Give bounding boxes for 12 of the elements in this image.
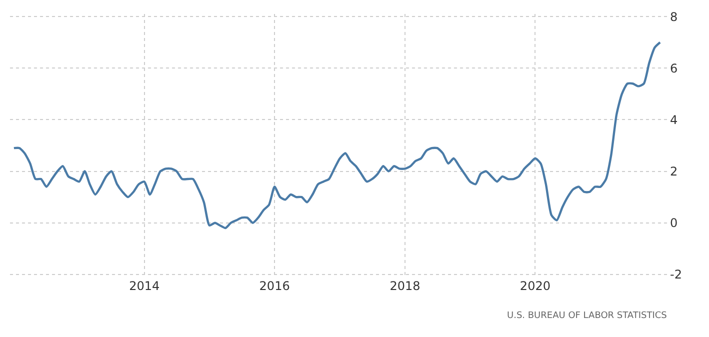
y-tick-label: 0 xyxy=(670,216,678,230)
x-tick-label: 2016 xyxy=(259,279,290,293)
x-tick-label: 2014 xyxy=(129,279,160,293)
x-tick-label: 2018 xyxy=(390,279,420,293)
y-tick-label: -2 xyxy=(670,268,682,282)
x-tick-label: 2020 xyxy=(520,279,550,293)
y-tick-label: 4 xyxy=(670,112,678,127)
line-series xyxy=(12,41,662,230)
y-tick-label: 6 xyxy=(670,61,678,76)
y-tick-label: 2 xyxy=(670,164,678,178)
text: U.S. BUREAU OF LABOR STATISTICS xyxy=(507,311,668,321)
y-tick-label: 8 xyxy=(670,10,678,24)
